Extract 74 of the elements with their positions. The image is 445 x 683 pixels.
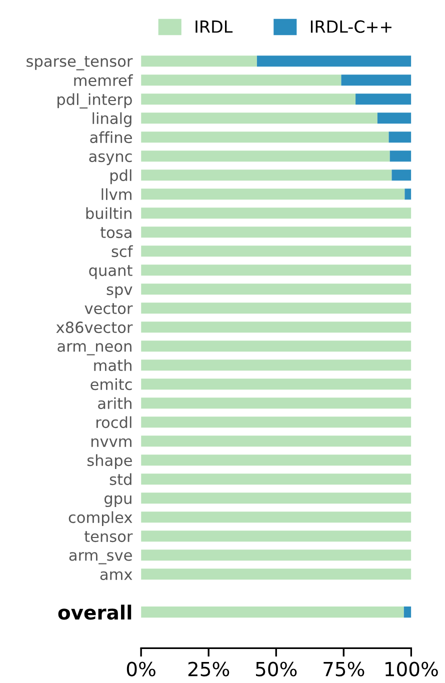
y-tick-label: x86vector — [56, 322, 133, 334]
y-tick-label: tensor — [84, 531, 133, 542]
bar — [141, 264, 412, 276]
bar — [141, 474, 412, 485]
y-tick-label: emitc — [90, 378, 132, 390]
bar — [141, 340, 412, 352]
y-tick-label: gpu — [104, 495, 132, 508]
bar — [392, 170, 412, 181]
legend-label: IRDL — [196, 20, 233, 33]
bar — [141, 398, 412, 409]
y-tick-label: linalg — [92, 112, 132, 128]
y-tick-label: quant — [89, 265, 132, 280]
bar — [141, 284, 412, 295]
bar — [388, 132, 412, 143]
bar — [141, 322, 412, 333]
bar — [377, 112, 412, 124]
x-tick-label: 50% — [256, 662, 297, 676]
bar — [404, 606, 412, 618]
y-tick-label: scf — [112, 245, 134, 258]
y-tick-label: overall — [58, 604, 132, 620]
y-tick-label: math — [94, 359, 132, 372]
y-tick-label: arith — [98, 397, 132, 410]
y-tick-label: complex — [68, 511, 132, 526]
y-tick-label: amx — [100, 571, 132, 580]
y-tick-label: llvm — [102, 188, 132, 200]
y-tick-label: arm_sve — [69, 552, 132, 564]
bar — [141, 94, 356, 105]
y-tick-label: spv — [106, 286, 132, 298]
x-tick-label: 75% — [324, 662, 364, 676]
y-tick-label: builtin — [86, 207, 132, 220]
bar — [141, 606, 404, 618]
bar — [141, 550, 412, 561]
bar — [141, 530, 412, 542]
bar — [141, 568, 412, 580]
y-tick-label: pdl — [110, 169, 132, 184]
bar — [356, 94, 412, 105]
y-tick-label: affine — [90, 131, 132, 144]
bar — [141, 416, 412, 428]
bar — [141, 436, 412, 447]
legend-label: IRDL-C++ — [310, 20, 392, 33]
bar — [404, 188, 412, 200]
y-tick-label: tosa — [100, 227, 132, 238]
bar — [141, 112, 378, 124]
bar — [141, 150, 390, 162]
bar — [141, 512, 412, 523]
bar — [141, 132, 389, 143]
y-tick-label: rocdl — [96, 416, 132, 428]
bar — [141, 170, 392, 181]
y-tick-label: nvvm — [91, 438, 132, 447]
bar — [390, 150, 412, 162]
bar — [141, 378, 412, 390]
x-tick-label: 0% — [126, 662, 156, 676]
y-tick-label: shape — [87, 454, 132, 470]
bar — [141, 454, 412, 466]
bar — [141, 246, 412, 257]
bar — [141, 360, 412, 371]
bar — [141, 208, 412, 219]
x-tick-label: 25% — [188, 662, 230, 676]
bar — [341, 74, 412, 86]
y-tick-label: std — [110, 473, 132, 486]
bar — [141, 302, 412, 314]
bar — [141, 188, 405, 200]
y-tick-label: async — [89, 153, 132, 166]
bar — [256, 56, 412, 67]
bar — [141, 74, 342, 86]
y-tick-label: vector — [84, 303, 133, 314]
bar — [141, 492, 412, 504]
y-tick-label: arm_neon — [58, 343, 132, 356]
y-tick-label: pdl_interp — [58, 93, 132, 109]
y-tick-label: memref — [74, 74, 134, 86]
bar — [141, 56, 257, 67]
y-tick-label: sparse_tensor — [26, 56, 133, 70]
bar — [141, 226, 412, 238]
x-tick-label: 100% — [386, 662, 438, 676]
